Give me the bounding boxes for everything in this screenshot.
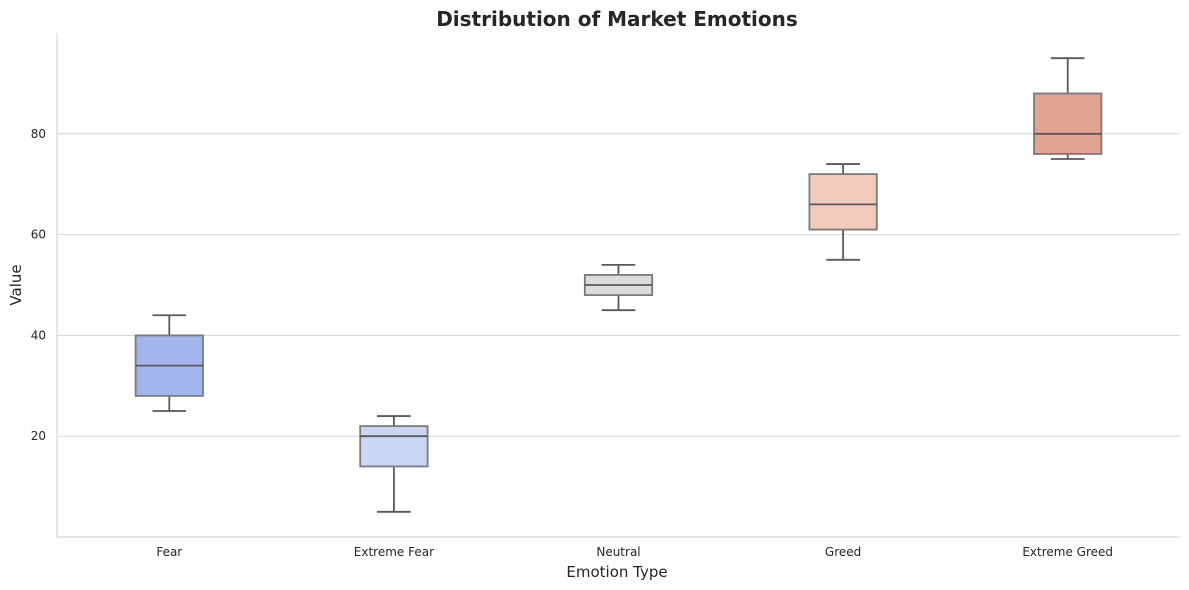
box-fear bbox=[134, 314, 204, 412]
x-axis-label: Emotion Type bbox=[566, 563, 667, 581]
chart-title: Distribution of Market Emotions bbox=[436, 7, 798, 31]
x-tick-label: Neutral bbox=[596, 545, 640, 559]
x-tick-label: Extreme Greed bbox=[1022, 545, 1113, 559]
iqr-box bbox=[359, 425, 429, 468]
y-tick-label: 40 bbox=[31, 328, 46, 342]
tick-labels: 20 40 60 80 Fear Extreme Fear Neutral Greed Extr… bbox=[31, 127, 1113, 559]
y-axis-label: Value bbox=[7, 264, 25, 305]
box-greed bbox=[808, 163, 878, 261]
box-extreme-fear bbox=[359, 415, 429, 513]
y-tick-label: 60 bbox=[31, 228, 46, 242]
grid-lines bbox=[57, 133, 1180, 437]
y-tick-label: 20 bbox=[31, 429, 46, 443]
axes bbox=[56, 33, 1180, 538]
x-tick-label: Fear bbox=[156, 545, 182, 559]
x-tick-label: Greed bbox=[825, 545, 861, 559]
x-tick-label: Extreme Fear bbox=[354, 545, 434, 559]
iqr-box bbox=[808, 173, 878, 231]
y-tick-label: 80 bbox=[31, 127, 46, 141]
boxes bbox=[134, 57, 1103, 513]
box-extreme-greed bbox=[1033, 57, 1103, 160]
box-neutral bbox=[583, 263, 654, 312]
iqr-box bbox=[1033, 92, 1103, 155]
